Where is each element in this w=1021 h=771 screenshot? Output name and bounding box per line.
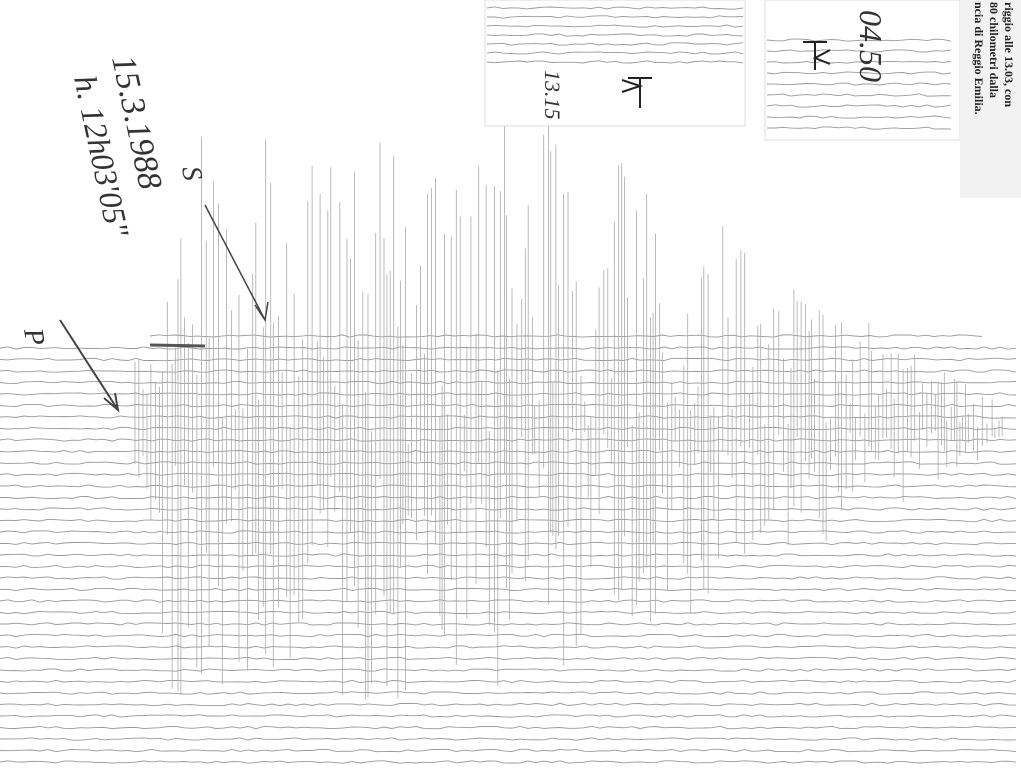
trace (0, 702, 1017, 707)
trace (486, 33, 744, 37)
trace (0, 507, 1017, 511)
marker (149, 343, 206, 348)
trace (767, 126, 952, 130)
trace (486, 6, 744, 10)
trace (0, 392, 1017, 396)
trace (766, 104, 952, 108)
trace (0, 518, 1017, 523)
trace (0, 553, 1017, 557)
trace (0, 495, 1017, 500)
trace (766, 115, 952, 119)
spikes (134, 122, 1003, 700)
trace (766, 71, 952, 75)
trace (766, 38, 952, 42)
clip-time-right: 04.50 (853, 10, 889, 82)
trace (486, 24, 744, 28)
trace (0, 679, 1017, 684)
news-line: riggio alle 13.03, con (1002, 2, 1016, 107)
s-arrow (204, 204, 269, 322)
trace (766, 49, 952, 53)
trace (0, 530, 1017, 534)
trace (766, 82, 952, 86)
trace (486, 15, 744, 19)
trace (766, 93, 952, 97)
trace (0, 714, 1017, 718)
newspaper-clipping (960, 0, 1021, 198)
trace (0, 610, 1017, 615)
trace (0, 541, 1016, 546)
trace (0, 461, 1017, 465)
trace (0, 691, 1017, 695)
trace (0, 438, 1017, 442)
traces (0, 334, 1017, 764)
trace (0, 472, 1017, 477)
trace (0, 380, 1017, 385)
trace (0, 668, 1017, 672)
trace (0, 415, 1017, 419)
clipping-left (484, 0, 746, 127)
trace (0, 426, 1017, 431)
trace (0, 587, 1017, 592)
trace (0, 346, 1017, 350)
trace (0, 599, 1017, 603)
trace (0, 725, 1017, 730)
trace (0, 357, 1017, 362)
arrow-right (803, 41, 831, 70)
trace (0, 748, 1017, 753)
trace (0, 760, 1017, 764)
trace (486, 60, 744, 64)
trace (0, 484, 1017, 488)
p-arrow (59, 319, 120, 413)
trace (0, 403, 1017, 408)
trace (766, 60, 952, 64)
trace (0, 656, 1017, 661)
trace (0, 449, 1017, 454)
p-phase-label: P (17, 325, 51, 348)
clipping-traces (486, 6, 952, 130)
trace (0, 737, 1017, 741)
trace (0, 576, 1017, 580)
trace (486, 42, 744, 46)
s-phase-label: S (175, 164, 208, 183)
trace (0, 622, 1017, 626)
trace (0, 645, 1017, 649)
trace (0, 564, 1017, 569)
news-line: 80 chilometri dalla (987, 2, 1001, 98)
trace (149, 334, 983, 338)
trace (486, 51, 744, 55)
clip-time-left: 13.15 (540, 70, 565, 120)
trace (0, 369, 1017, 373)
trace (0, 633, 1017, 638)
arrow-left (621, 77, 652, 108)
news-line: ncia di Reggio Emilia. (972, 2, 986, 115)
